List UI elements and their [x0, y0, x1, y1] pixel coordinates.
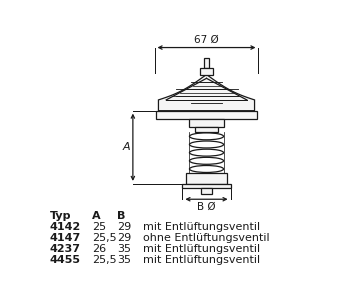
Text: 26: 26: [92, 244, 106, 254]
Text: 4147: 4147: [50, 233, 81, 243]
Text: 25,5: 25,5: [92, 233, 117, 243]
Bar: [182, 184, 231, 188]
Text: 25: 25: [92, 222, 106, 232]
Text: ohne Entlüftungsventil: ohne Entlüftungsventil: [143, 233, 270, 243]
Polygon shape: [159, 74, 254, 111]
Text: B: B: [117, 211, 126, 221]
Bar: [156, 111, 257, 119]
Text: 29: 29: [117, 222, 132, 232]
Text: 35: 35: [117, 256, 131, 266]
Bar: [204, 58, 209, 68]
Bar: [195, 127, 218, 132]
Text: 67 Ø: 67 Ø: [194, 35, 219, 45]
Text: 35: 35: [117, 244, 131, 254]
Text: 25,5: 25,5: [92, 256, 117, 266]
Text: A: A: [122, 142, 130, 152]
Text: mit Entlüftungsventil: mit Entlüftungsventil: [143, 256, 260, 266]
Text: 4237: 4237: [50, 244, 81, 254]
Text: 4142: 4142: [50, 222, 81, 232]
Text: A: A: [92, 211, 100, 221]
Text: Typ: Typ: [50, 211, 71, 221]
Bar: [201, 188, 212, 194]
Text: mit Entlüftungsventil: mit Entlüftungsventil: [143, 244, 260, 254]
Text: B Ø: B Ø: [197, 202, 216, 212]
Text: 29: 29: [117, 233, 132, 243]
Bar: [200, 68, 213, 74]
Bar: [186, 173, 227, 184]
Bar: [189, 119, 224, 127]
Text: mit Entlüftungsventil: mit Entlüftungsventil: [143, 222, 260, 232]
Text: 4455: 4455: [50, 256, 81, 266]
